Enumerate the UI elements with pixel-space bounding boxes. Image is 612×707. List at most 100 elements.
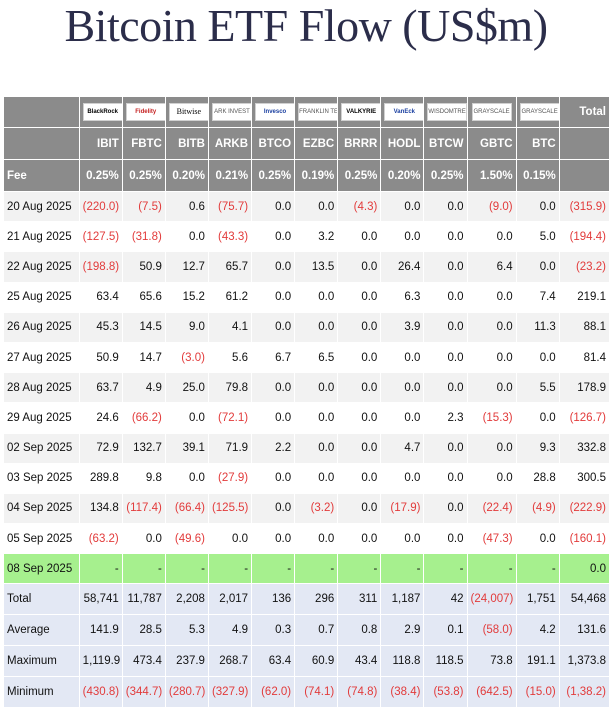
issuer-logo: BlackRock xyxy=(82,103,122,121)
flow-cell: - xyxy=(251,553,296,584)
summary-cell: 237.9 xyxy=(165,645,209,677)
flow-cell: 0.0 xyxy=(122,523,166,554)
flow-cell: (9.0) xyxy=(467,190,517,222)
table-row: 04 Sep 2025 134.8 (117.4) (66.4) (125.5) 0.0(… xyxy=(4,492,611,524)
ticker-cell: FBTC xyxy=(122,127,166,160)
row-total-cell: 300.5 xyxy=(559,462,611,494)
flow-cell: 50.9 xyxy=(79,341,123,373)
flow-cell: 0.0 xyxy=(337,281,382,313)
issuer-logo-cell: Bitwise xyxy=(165,97,209,128)
row-total-cell: 219.1 xyxy=(559,281,611,313)
date-cell: 02 Sep 2025 xyxy=(4,432,80,464)
issuer-logo-cell: GRAYSCALE xyxy=(467,97,517,128)
flow-cell: - xyxy=(79,553,123,584)
flow-cell: - xyxy=(294,553,339,584)
flow-cell: 63.4 xyxy=(79,281,123,313)
flow-cell: (117.4) xyxy=(122,492,166,524)
ticker-cell: BTC xyxy=(516,127,560,160)
summary-cell: (344.7) xyxy=(122,675,166,707)
flow-cell: - xyxy=(380,553,425,584)
fee-cell: 0.25% xyxy=(423,159,468,192)
flow-cell: 0.0 xyxy=(467,372,517,403)
fee-cell: 0.25% xyxy=(79,159,123,192)
flow-cell: 11.3 xyxy=(516,311,560,343)
flow-cell: 9.0 xyxy=(165,311,209,343)
flow-cell: 0.6 xyxy=(165,190,209,222)
row-total-cell: 81.4 xyxy=(559,341,611,373)
flow-cell: 0.0 xyxy=(380,372,425,403)
flow-cell: 289.8 xyxy=(79,462,123,494)
flow-cell: 6.5 xyxy=(294,341,339,373)
flow-cell: 65.6 xyxy=(122,281,166,313)
flow-cell: 0.0 xyxy=(380,221,425,252)
ticker-cell: GBTC xyxy=(467,127,517,160)
issuer-logo-cell: BlackRock xyxy=(79,97,123,128)
summary-cell: 268.7 xyxy=(208,645,253,677)
summary-total-cell: 1,373.8 xyxy=(559,645,611,677)
flow-cell: 72.9 xyxy=(79,432,123,464)
flow-cell: 0.0 xyxy=(337,492,382,524)
summary-cell: 58,741 xyxy=(79,583,123,615)
flow-cell: 0.0 xyxy=(423,341,468,373)
issuer-logo: ARK INVEST xyxy=(211,103,251,121)
flow-cell: 28.8 xyxy=(516,462,560,494)
flow-cell: 0.0 xyxy=(380,523,425,554)
summary-total-cell: (1,38.2) xyxy=(559,675,611,707)
corner-cell xyxy=(4,97,80,128)
flow-cell: 0.0 xyxy=(423,221,468,252)
fee-cell: 0.21% xyxy=(208,159,253,192)
table-row: 29 Aug 2025 24.6 (66.2) 0.0 (72.1) 0.0 0.0 0.0 0… xyxy=(4,402,611,433)
summary-cell: (642.5) xyxy=(467,675,517,707)
issuer-logo: GRAYSCALE xyxy=(519,103,559,121)
flow-cell: 5.0 xyxy=(516,221,560,252)
table-row: 26 Aug 2025 45.3 14.5 9.0 4.1 0.0 0.0 0.0 3.9 0.0… xyxy=(4,311,611,343)
table-row: 27 Aug 2025 50.9 14.7 (3.0) 5.6 6.7 6.5 0.0 0.0 0… xyxy=(4,341,611,373)
flow-cell: 0.0 xyxy=(337,432,382,464)
summary-cell: 1,119.9 xyxy=(79,645,123,677)
summary-cell: 311 xyxy=(337,583,382,615)
flow-cell: 24.6 xyxy=(79,402,123,433)
flow-cell: 0.0 xyxy=(467,341,517,373)
flow-cell: 6.4 xyxy=(467,251,517,283)
flow-cell: 5.6 xyxy=(208,341,253,373)
summary-total-cell: 131.6 xyxy=(559,614,611,646)
fee-cell: 0.25% xyxy=(122,159,166,192)
ticker-cell: HODL xyxy=(380,127,425,160)
summary-cell: 73.8 xyxy=(467,645,517,677)
summary-cell: 118.8 xyxy=(380,645,425,677)
issuer-logo: Fidelity xyxy=(125,103,165,121)
summary-cell: (38.4) xyxy=(380,675,425,707)
summary-cell: (327.9) xyxy=(208,675,253,707)
flow-cell: 4.1 xyxy=(208,311,253,343)
flow-cell: 0.0 xyxy=(337,402,382,433)
fee-label: Fee xyxy=(4,159,80,192)
issuer-logo-cell: VALKYRIE xyxy=(337,97,382,128)
flow-cell: (4.3) xyxy=(337,190,382,222)
summary-cell: 5.3 xyxy=(165,614,209,646)
summary-cell: (280.7) xyxy=(165,675,209,707)
summary-label: Total xyxy=(4,583,80,615)
table-row: 22 Aug 2025 (198.8) 50.9 12.7 65.7 0.0 13.5 0.0… xyxy=(4,251,611,283)
date-cell: 08 Sep 2025 xyxy=(4,553,80,584)
issuer-logo: GRAYSCALE xyxy=(471,103,512,121)
flow-cell: 0.0 xyxy=(467,221,517,252)
issuer-logo-cell: FRANKLIN TEMPLETON xyxy=(294,97,339,128)
flow-cell: 0.0 xyxy=(251,281,296,313)
summary-cell: 0.7 xyxy=(294,614,339,646)
summary-cell: 473.4 xyxy=(122,645,166,677)
flow-cell: 0.0 xyxy=(423,251,468,283)
flow-cell: 65.7 xyxy=(208,251,253,283)
flow-cell: (220.0) xyxy=(79,190,123,222)
flow-cell: 0.0 xyxy=(251,523,296,554)
flow-cell: - xyxy=(122,553,166,584)
summary-cell: 0.1 xyxy=(423,614,468,646)
ticker-row: IBIT FBTC BITB ARKB BTCO EZBC BRRR HODL BTCW GBTC… xyxy=(4,127,611,160)
table-row: 03 Sep 2025 289.8 9.8 0.0 (27.9) 0.0 0.0 0.0 0.0… xyxy=(4,462,611,494)
ticker-cell: BRRR xyxy=(337,127,382,160)
date-cell: 20 Aug 2025 xyxy=(4,190,80,222)
flow-cell: (7.5) xyxy=(122,190,166,222)
flow-cell: 3.2 xyxy=(294,221,339,252)
summary-cell: 4.2 xyxy=(516,614,560,646)
date-cell: 25 Aug 2025 xyxy=(4,281,80,313)
row-total-cell: 332.8 xyxy=(559,432,611,464)
